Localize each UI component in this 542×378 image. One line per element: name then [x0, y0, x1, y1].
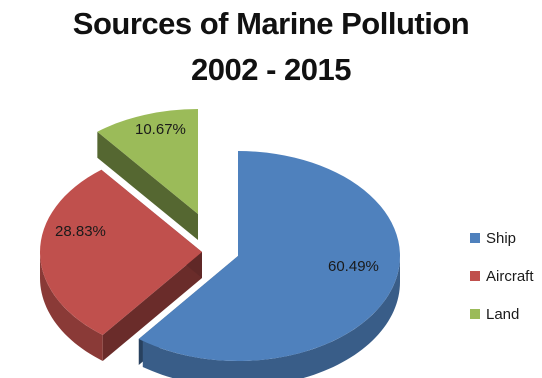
- legend-item-ship: Ship: [470, 228, 534, 248]
- slice-top-aircraft: [40, 169, 202, 335]
- legend-swatch-land: [470, 309, 480, 319]
- legend-label-ship: Ship: [486, 229, 517, 247]
- slice-top-land: [97, 109, 198, 214]
- legend-label-aircraft: Aircraft: [486, 267, 534, 285]
- slice-wall-aircraft: [102, 252, 202, 361]
- data-label-aircraft: 28.83%: [55, 223, 106, 240]
- legend-swatch-aircraft: [470, 271, 480, 281]
- legend-label-land: Land: [486, 305, 520, 323]
- data-label-land: 10.67%: [135, 121, 186, 138]
- legend-swatch-ship: [470, 233, 480, 243]
- data-label-ship: 60.49%: [328, 258, 379, 275]
- slice-rim-ship: [142, 256, 400, 378]
- slice-wall-land: [97, 131, 198, 240]
- chart-subtitle: 2002 - 2015: [191, 52, 351, 87]
- legend-item-aircraft: Aircraft: [470, 266, 534, 286]
- slice-ship: [138, 151, 401, 378]
- slice-land: [97, 109, 198, 240]
- legend: Ship Aircraft Land: [470, 228, 534, 342]
- legend-item-land: Land: [470, 304, 534, 324]
- chart-title: Sources of Marine Pollution: [72, 6, 470, 41]
- slice-top-ship: [138, 151, 401, 361]
- slice-aircraft: [40, 169, 202, 361]
- slice-rim-aircraft: [40, 252, 103, 361]
